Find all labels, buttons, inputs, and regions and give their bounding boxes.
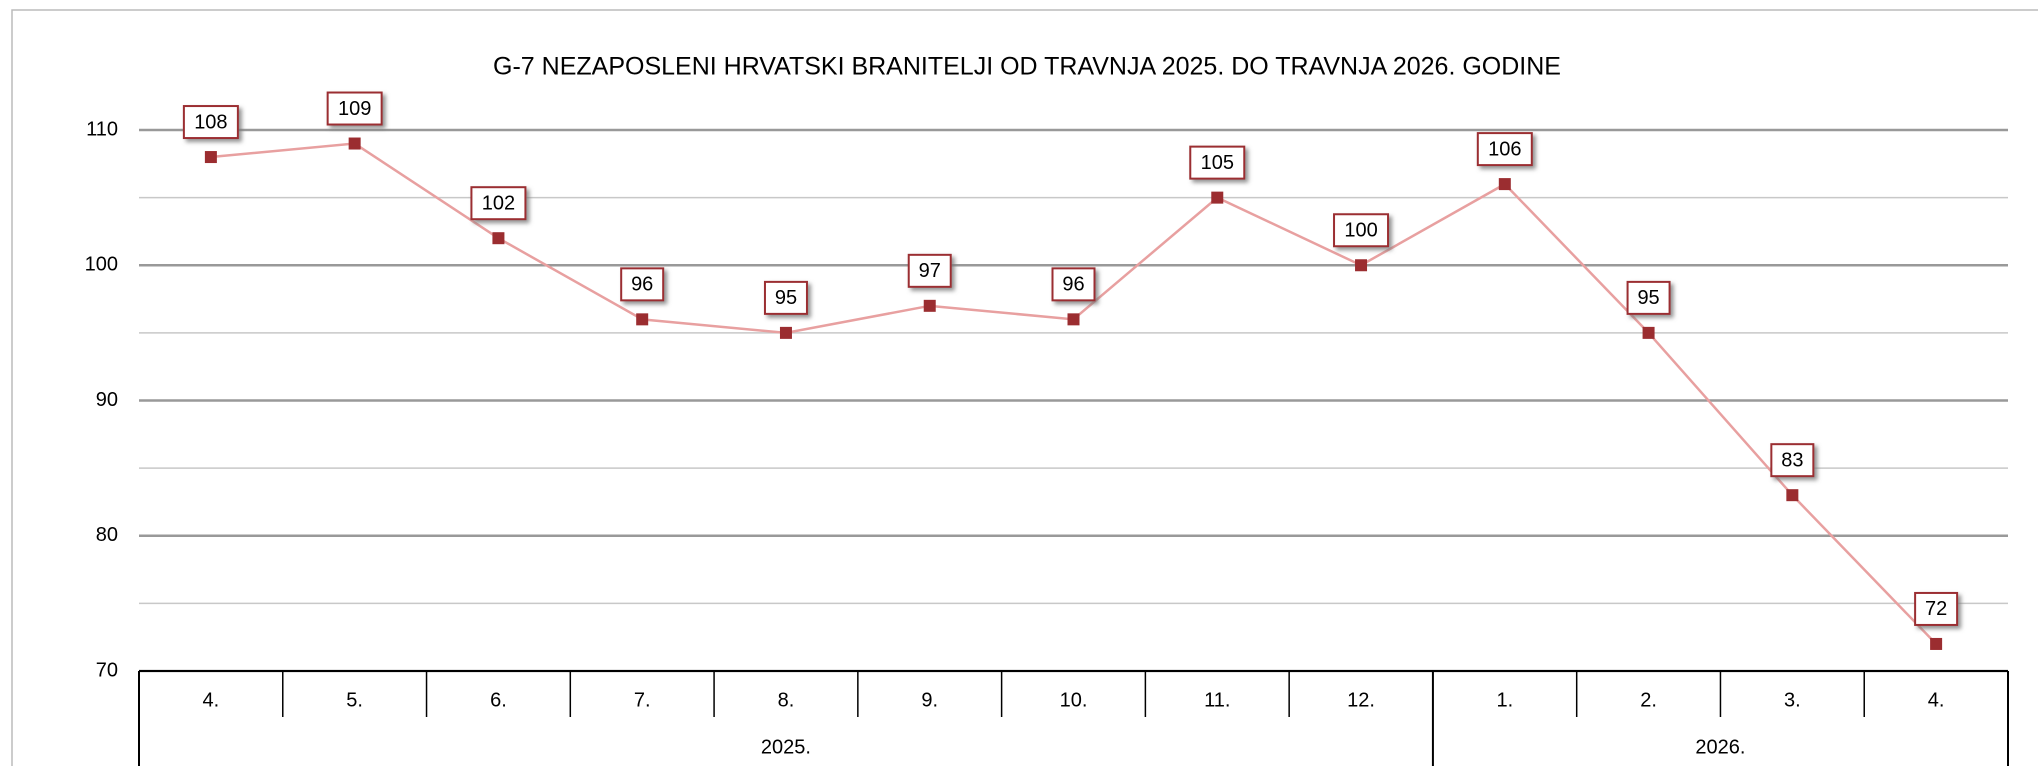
x-tick-label: 4. — [203, 689, 220, 711]
x-tick-label: 1. — [1496, 689, 1513, 711]
data-label: 96 — [1062, 274, 1084, 296]
y-tick-label: 90 — [96, 389, 118, 411]
data-label: 83 — [1781, 449, 1803, 471]
marker — [1211, 191, 1224, 204]
x-tick-label: 7. — [634, 689, 651, 711]
marker — [923, 299, 936, 312]
data-label-box — [1333, 213, 1390, 248]
data-label-box — [1914, 591, 1959, 626]
data-label-box — [1770, 443, 1815, 478]
marker — [779, 326, 792, 339]
y-tick-label: 70 — [96, 659, 118, 681]
x-tick-label: 6. — [490, 689, 507, 711]
marker — [348, 137, 361, 150]
data-label: 105 — [1201, 152, 1234, 174]
data-label: 102 — [482, 192, 515, 214]
marker — [492, 232, 505, 245]
data-label: 109 — [338, 98, 371, 120]
y-tick-label: 110 — [86, 118, 118, 140]
marker — [204, 151, 217, 164]
x-tick-label: 12. — [1347, 689, 1375, 711]
marker — [1067, 313, 1080, 326]
x-tick-label: 2. — [1640, 689, 1657, 711]
data-label: 100 — [1344, 220, 1377, 242]
data-label: 106 — [1488, 138, 1521, 160]
x-tick-label: 3. — [1784, 689, 1801, 711]
marker — [1786, 489, 1799, 502]
frame — [11, 9, 2038, 766]
group-label: 2025. — [761, 736, 811, 758]
marker — [1355, 259, 1368, 272]
data-label-box — [1189, 145, 1246, 180]
data-label: 108 — [194, 111, 227, 133]
data-label: 95 — [775, 287, 797, 309]
x-tick-label: 4. — [1928, 689, 1945, 711]
data-label-box — [1476, 132, 1533, 167]
data-label-box — [182, 105, 239, 140]
data-label: 95 — [1637, 287, 1659, 309]
y-tick-label: 100 — [85, 254, 118, 276]
series-line — [210, 142, 1938, 645]
x-tick-label: 10. — [1060, 689, 1088, 711]
group-label: 2026. — [1695, 736, 1745, 758]
data-label-box — [620, 267, 665, 302]
data-label: 96 — [631, 274, 653, 296]
data-label-box — [470, 186, 527, 221]
data-label-box — [763, 280, 808, 315]
marker — [1930, 637, 1943, 650]
x-tick-label: 9. — [921, 689, 938, 711]
data-label-box — [1051, 267, 1096, 302]
chart-title: G-7 NEZAPOSLENI HRVATSKI BRANITELJI OD T… — [493, 53, 1561, 81]
marker — [1498, 178, 1511, 191]
data-label-box — [326, 91, 383, 126]
data-label-box — [907, 253, 952, 288]
x-tick-label: 11. — [1204, 689, 1230, 711]
marker — [636, 313, 649, 326]
marker — [1642, 326, 1655, 339]
y-tick-label: 80 — [96, 524, 118, 546]
x-tick-label: 5. — [346, 689, 363, 711]
data-label: 72 — [1925, 598, 1947, 620]
data-label: 97 — [919, 260, 941, 282]
x-tick-label: 8. — [778, 689, 795, 711]
data-label-box — [1626, 280, 1671, 315]
